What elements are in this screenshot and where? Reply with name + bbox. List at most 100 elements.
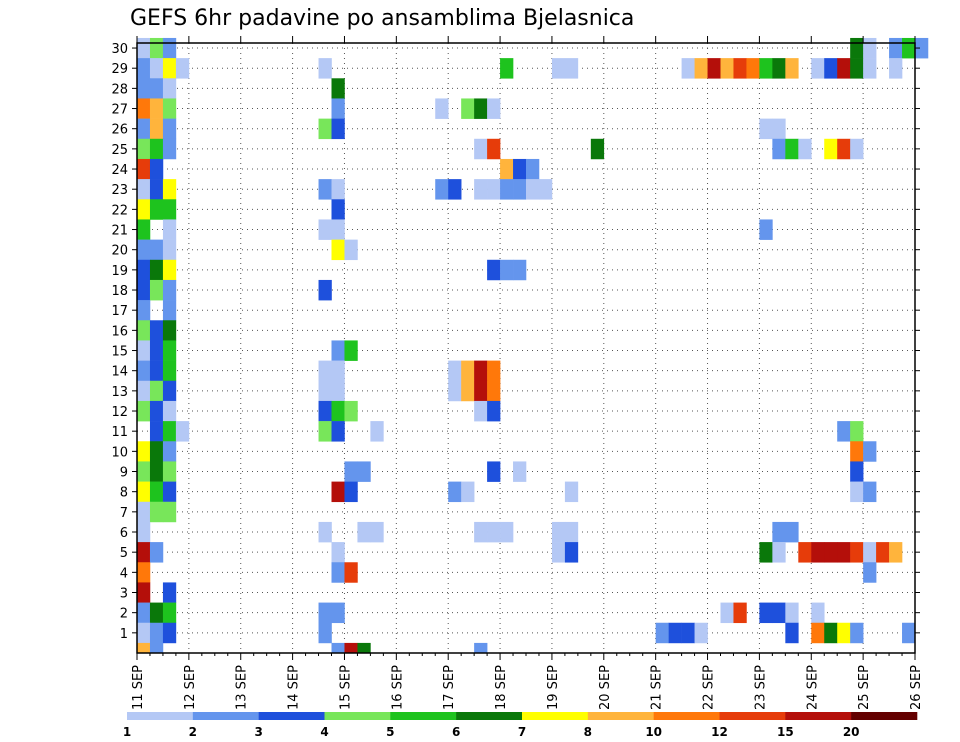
heatmap-cell [889, 37, 903, 59]
heatmap-cell [500, 259, 514, 281]
heatmap-cell [137, 300, 151, 321]
heatmap-cell [162, 78, 177, 99]
heatmap-cell [162, 602, 177, 624]
heatmap-cell [331, 380, 345, 402]
heatmap-cell [331, 179, 345, 200]
heatmap-cell [474, 98, 488, 119]
heatmap-cell [137, 58, 151, 79]
heatmap-cell [137, 118, 151, 140]
x-tick-label: 19 SEP [546, 665, 561, 710]
heatmap-cell [137, 98, 151, 119]
y-tick-label: 26 [111, 123, 128, 138]
heatmap-cell [149, 340, 164, 361]
heatmap-cell [162, 279, 177, 301]
heatmap-cell [137, 199, 151, 220]
heatmap-cell [746, 58, 760, 79]
colorbar-label: 3 [254, 725, 262, 739]
heatmap-cell [318, 279, 332, 301]
colorbar-label: 6 [452, 725, 460, 739]
heatmap-cell [357, 642, 371, 654]
heatmap-cell [863, 542, 877, 563]
heatmap-cell [149, 138, 164, 160]
heatmap-cell [824, 542, 838, 563]
y-tick-label: 3 [120, 587, 128, 602]
y-tick-label: 1 [120, 627, 128, 642]
y-tick-label: 25 [111, 143, 128, 158]
heatmap-cell [149, 58, 164, 79]
heatmap-cell [331, 118, 345, 140]
heatmap-cell [331, 78, 345, 99]
heatmap-cell [318, 219, 332, 240]
heatmap-cell [526, 179, 540, 200]
heatmap-cell [149, 380, 164, 402]
heatmap-cell [435, 179, 449, 200]
heatmap-cell [707, 58, 721, 79]
heatmap-cell [759, 58, 773, 79]
chart-title: GEFS 6hr padavine po ansamblima Bjelasni… [130, 6, 635, 31]
heatmap-cell [137, 179, 151, 200]
heatmap-cell [149, 98, 164, 119]
y-tick-label: 5 [120, 546, 128, 561]
heatmap-cell [137, 521, 151, 543]
colorbar-label: 8 [584, 725, 592, 739]
heatmap-cell [162, 219, 177, 240]
y-tick-label: 29 [111, 62, 128, 77]
heatmap-cell [785, 138, 799, 160]
heatmap-cell [850, 441, 864, 462]
heatmap-cell [357, 461, 371, 482]
heatmap-cell [487, 259, 501, 281]
heatmap-cell [448, 380, 462, 402]
y-tick-label: 18 [111, 284, 128, 299]
y-tick-label: 2 [120, 607, 128, 622]
heatmap-cell [162, 320, 177, 341]
heatmap-cell [137, 400, 151, 422]
colorbar-label: 20 [843, 725, 860, 739]
colorbar-segment [653, 712, 720, 720]
heatmap-cell [590, 138, 605, 160]
x-tick-label: 13 SEP [235, 665, 250, 710]
heatmap-cell [137, 441, 151, 462]
heatmap-cell [149, 400, 164, 422]
heatmap-cell [902, 37, 916, 59]
heatmap-cell [811, 602, 825, 624]
heatmap-cell [331, 340, 345, 361]
heatmap-cell [149, 622, 164, 644]
heatmap-cell [461, 360, 475, 382]
heatmap-cell [137, 602, 151, 624]
heatmap-cell [681, 622, 695, 644]
heatmap-cell [162, 501, 177, 523]
heatmap-cell [331, 642, 345, 654]
heatmap-cell [785, 58, 799, 79]
heatmap-cell [318, 360, 332, 382]
y-tick-label: 7 [120, 506, 128, 521]
heatmap-cell [331, 542, 345, 563]
heatmap-cell [344, 400, 358, 422]
heatmap-cell [162, 481, 177, 503]
heatmap-cell [137, 622, 151, 644]
y-tick-label: 11 [111, 425, 128, 440]
heatmap-cell [137, 279, 151, 301]
heatmap-cell [863, 562, 877, 583]
heatmap-cell [474, 179, 488, 200]
colorbar-segment [851, 712, 918, 720]
heatmap-cell [331, 481, 345, 503]
heatmap-cell [162, 441, 177, 462]
y-tick-label: 9 [120, 466, 128, 481]
heatmap-cell [655, 622, 669, 644]
y-tick-label: 10 [111, 445, 128, 460]
heatmap-cell [551, 521, 566, 543]
heatmap-cell [720, 602, 734, 624]
colorbar-label: 2 [189, 725, 197, 739]
heatmap-cell [876, 542, 890, 563]
heatmap-cell [137, 219, 151, 240]
colorbar-segment [587, 712, 654, 720]
heatmap-cell [772, 58, 786, 79]
heatmap-cell [344, 562, 358, 583]
colorbar-segment [522, 712, 589, 720]
y-tick-label: 28 [111, 82, 128, 97]
heatmap-cell [149, 279, 164, 301]
heatmap-cell [162, 300, 177, 321]
heatmap-cell [162, 622, 177, 644]
heatmap-cell [461, 98, 475, 119]
heatmap-cell [564, 521, 579, 543]
